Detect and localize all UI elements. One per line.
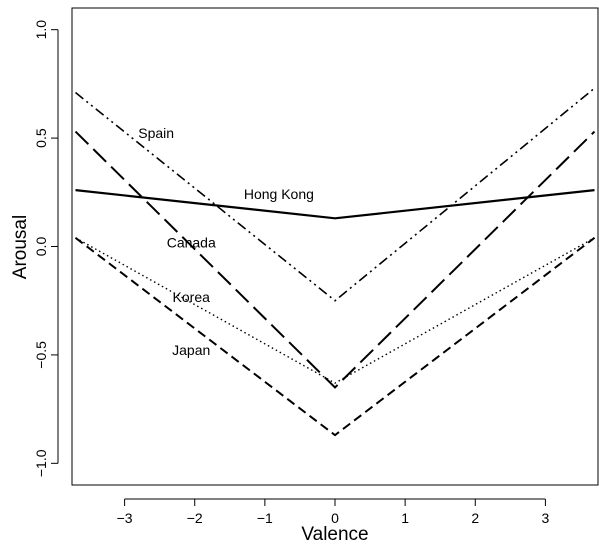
plot-area-frame — [71, 7, 599, 486]
x-tick-label: 2 — [471, 510, 479, 526]
x-tick-label: 1 — [401, 510, 409, 526]
y-tick-label: 0.5 — [33, 128, 49, 148]
y-axis: −1.0 −0.5 0.0 0.5 1.0 — [33, 20, 59, 477]
series-line-canada — [74, 130, 596, 389]
x-tick-label: 0 — [331, 510, 339, 526]
y-tick-label: −0.5 — [33, 341, 49, 369]
series-label-spain: Spain — [138, 125, 174, 141]
x-tick-label: −1 — [257, 510, 273, 526]
x-tick-label: 3 — [542, 510, 550, 526]
series-line-hong-kong — [75, 189, 595, 220]
series-label-japan: Japan — [172, 342, 210, 358]
series-line-korea — [75, 237, 595, 384]
x-tick-label: −2 — [187, 510, 203, 526]
x-tick-label: −3 — [117, 510, 133, 526]
y-tick-label: 1.0 — [33, 20, 49, 40]
series-label-layer: Spain Hong Kong Canada Korea Japan — [138, 125, 314, 358]
series-label-korea: Korea — [173, 289, 211, 305]
series-line-japan — [74, 237, 596, 437]
x-axis: −3 −2 −1 0 1 2 3 — [117, 498, 550, 526]
y-tick-label: 0.0 — [33, 237, 49, 257]
y-axis-title: Arousal — [10, 215, 31, 279]
series-layer — [74, 87, 596, 437]
series-line-spain — [75, 87, 596, 302]
x-axis-title: Valence — [301, 524, 368, 544]
y-tick-label: −1.0 — [33, 449, 49, 477]
series-label-canada: Canada — [167, 235, 216, 251]
series-label-hong-kong: Hong Kong — [244, 186, 314, 202]
